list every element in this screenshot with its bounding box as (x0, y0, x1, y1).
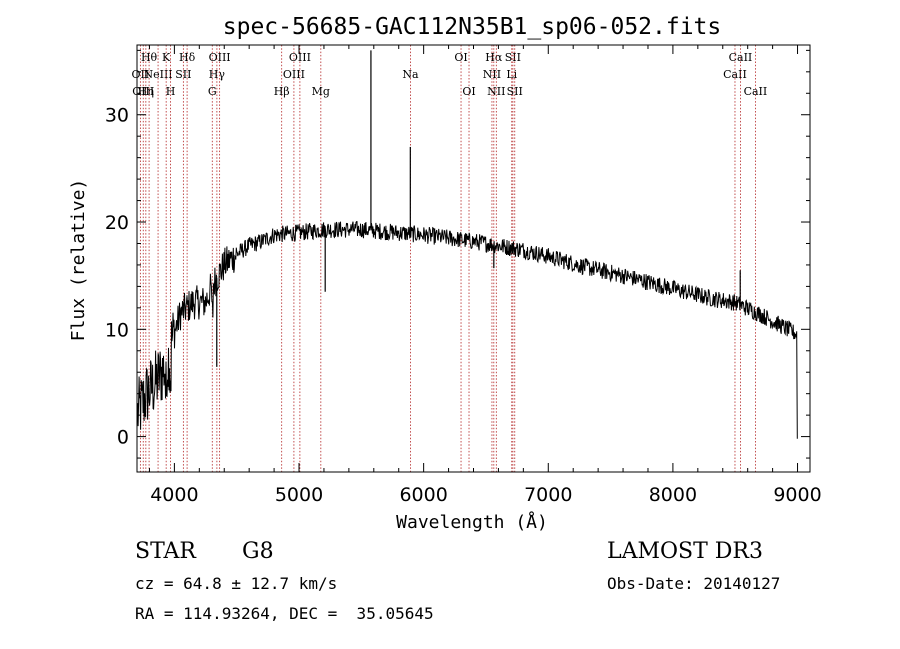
redshift-cz: cz = 64.8 ± 12.7 km/s (135, 574, 338, 593)
line-label-3: Hθ (141, 51, 158, 64)
x-tick-label-3: 7000 (524, 484, 572, 506)
observation-date: Obs-Date: 20140127 (607, 574, 781, 593)
y-tick-label-2: 20 (105, 212, 129, 234)
object-subclass: G8 (242, 539, 274, 564)
survey-name: LAMOST DR3 (607, 539, 763, 564)
line-label-22: Li (506, 68, 517, 81)
line-label-27: CaII (744, 85, 768, 98)
emission-line-markers: OIIOIIIHηHθNeIIIKHSIIHδGHγOIIIHβOIIIOIII… (132, 45, 768, 472)
line-label-20: Hα (485, 51, 503, 64)
y-axis-label: Flux (relative) (68, 179, 89, 342)
line-label-2: Hη (138, 85, 154, 98)
x-axis-label: Wavelength (Å) (396, 511, 548, 533)
line-label-9: G (208, 85, 217, 98)
line-label-0: OII (132, 68, 150, 81)
object-class: STAR (135, 539, 196, 564)
y-tick-label-3: 30 (105, 105, 129, 127)
line-label-17: OI (454, 51, 467, 64)
axis-ticks: 4000 5000 6000 7000 8000 9000 0 10 20 30 (105, 45, 822, 506)
y-tick-label-1: 10 (105, 319, 129, 341)
line-label-19: NII (483, 68, 501, 81)
coordinates: RA = 114.93264, DEC = 35.05645 (135, 604, 434, 623)
x-tick-label-4: 8000 (649, 484, 697, 506)
line-label-5: K (162, 51, 171, 64)
x-tick-label-5: 9000 (773, 484, 821, 506)
chart-title: spec-56685-GAC112N35B1_sp06-052.fits (223, 14, 722, 40)
x-tick-label-1: 5000 (275, 484, 323, 506)
x-tick-label-2: 6000 (399, 484, 447, 506)
line-label-6: H (166, 85, 176, 98)
line-label-18: OI (462, 85, 475, 98)
line-label-23: SII (505, 51, 521, 64)
line-label-7: SII (175, 68, 191, 81)
x-tick-label-0: 4000 (150, 484, 198, 506)
line-label-14: OIII (289, 51, 311, 64)
line-label-12: Hβ (274, 85, 290, 98)
line-label-10: Hγ (209, 68, 226, 81)
line-label-26: CaII (729, 51, 753, 64)
y-tick-label-0: 0 (117, 427, 129, 449)
line-label-25: CaII (723, 68, 747, 81)
line-label-24: SII (507, 85, 523, 98)
line-label-21: NII (487, 85, 505, 98)
line-label-4: NeIII (143, 68, 172, 81)
spectrum-line (137, 221, 798, 439)
line-label-8: Hδ (179, 51, 196, 64)
plot-frame (136, 44, 811, 473)
line-label-13: OIII (283, 68, 305, 81)
line-label-11: OIII (209, 51, 231, 64)
spectrum-spikes (216, 50, 741, 367)
line-label-15: Mg (312, 85, 330, 98)
line-label-16: Na (402, 68, 419, 81)
